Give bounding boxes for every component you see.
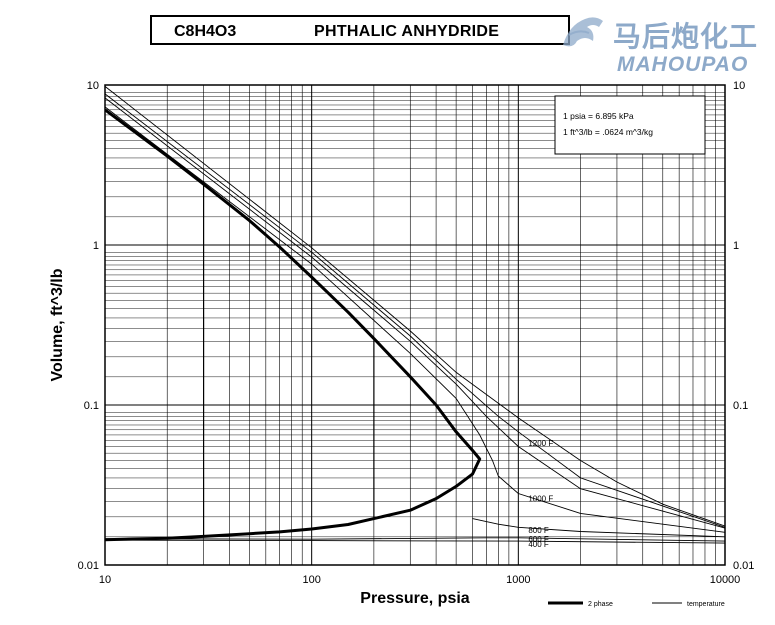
horse-logo-icon: [563, 17, 603, 47]
y-tick-label-left: 0.1: [84, 400, 99, 412]
y-tick-label-right: 1: [733, 240, 739, 252]
isotherm-line: [105, 93, 725, 528]
chart-ticks: 10 100 1000 10000 0.01 0.01 0.1 0.1 1 1 10 10: [78, 80, 755, 586]
y-tick-label-right: 0.1: [733, 400, 748, 412]
compound-name: PHTHALIC ANHYDRIDE: [314, 23, 500, 40]
isotherm-label: 800 F: [528, 526, 549, 535]
y-tick-label-right: 0.01: [733, 560, 754, 572]
x-tick-label: 100: [302, 574, 320, 586]
legend-two-phase-label: 2 phase: [588, 601, 613, 608]
y-tick-label-left: 0.01: [78, 560, 99, 572]
title-box: C8H4O3 PHTHALIC ANHYDRIDE: [150, 15, 570, 45]
conversion-box-frame: [554, 95, 706, 155]
x-tick-label: 1000: [506, 574, 530, 586]
conversion-volume: 1 ft^3/lb = .0624 m^3/kg: [563, 127, 653, 137]
watermark: 马后炮化工 MAHOUPAO: [555, 5, 770, 80]
x-tick-label: 10000: [710, 574, 741, 586]
watermark-chinese-text: 马后炮化工: [613, 21, 759, 52]
legend-temperature-label: temperature: [687, 601, 725, 608]
y-axis-label: Volume, ft^3/lb: [49, 268, 66, 381]
isotherm-line: [472, 518, 725, 538]
two-phase-envelope: [105, 108, 482, 542]
x-tick-label: 10: [99, 574, 111, 586]
chart-legend: 2 phase temperature: [548, 601, 725, 608]
y-tick-label-right: 10: [733, 80, 745, 92]
watermark-english-text: MAHOUPAO: [617, 53, 749, 76]
y-tick-label-left: 10: [87, 80, 99, 92]
isotherm-line: [105, 539, 725, 544]
isotherm-label: 1000 F: [528, 495, 553, 504]
y-tick-label-left: 1: [93, 240, 99, 252]
isotherm-label: 600 F: [528, 535, 549, 544]
chemical-formula: C8H4O3: [174, 23, 237, 40]
conversion-psia: 1 psia = 6.895 kPa: [563, 111, 634, 121]
isotherm-line: [105, 97, 725, 529]
conversion-box: 1 psia = 6.895 kPa 1 ft^3/lb = .0624 m^3…: [554, 95, 706, 155]
x-axis-label: Pressure, psia: [360, 590, 470, 607]
plot-frame: [104, 84, 726, 566]
isotherm-line: [105, 537, 725, 542]
isotherm-label: 400 F: [528, 540, 549, 549]
isotherm-line: [105, 106, 725, 533]
chart-grid: [105, 85, 725, 565]
isotherm-line: [105, 86, 725, 527]
isotherm-label: 1200 F: [528, 439, 553, 448]
